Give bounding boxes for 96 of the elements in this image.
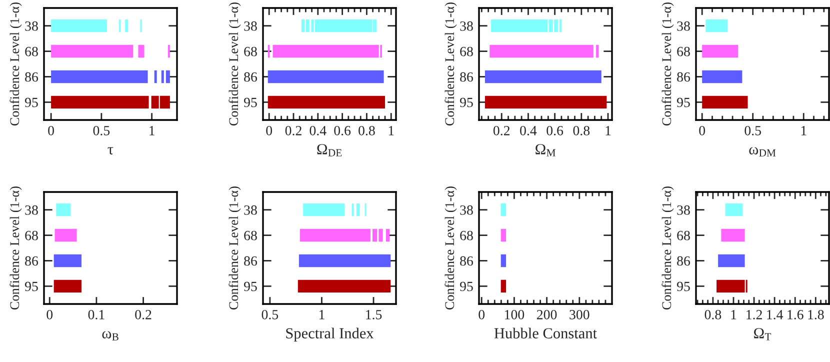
bar xyxy=(484,70,602,84)
bar xyxy=(56,203,71,216)
x-axis-title: Spectral Index xyxy=(286,328,374,342)
x-tick-label: 1 xyxy=(150,126,154,136)
x-tick-label: 0 xyxy=(48,126,54,136)
x-tick-label: 0 xyxy=(266,126,272,136)
bar xyxy=(484,96,607,109)
x-tick-label: 0.5 xyxy=(93,126,110,136)
y-tick-label: 38 xyxy=(677,205,690,215)
bar xyxy=(314,19,372,32)
y-tick-label: 95 xyxy=(677,98,690,108)
bar xyxy=(268,96,386,109)
x-axis-title: Ω$_{M}$ xyxy=(536,144,556,156)
bar xyxy=(702,44,738,58)
y-tick-label: 86 xyxy=(244,72,258,82)
x-tick-label: 1 xyxy=(319,310,324,320)
x-tick-label: 0.8 xyxy=(358,126,375,136)
y-axis-title: Confidence Level (1-α) xyxy=(444,186,457,310)
x-tick-label: 200 xyxy=(536,310,557,320)
x-axis-title: ω$_{DM}$ xyxy=(749,147,776,156)
y-tick-label: 38 xyxy=(677,21,690,31)
x-axis-title: τ xyxy=(108,147,114,154)
y-tick-label: 68 xyxy=(25,230,38,240)
x-axis-title: Hubble Constant xyxy=(494,328,597,338)
bar xyxy=(54,228,77,242)
y-tick-label: 38 xyxy=(25,21,38,31)
y-axis-title: Confidence Level (1-α) xyxy=(228,2,241,126)
bar xyxy=(298,280,391,293)
x-axis-title: Ω$_{DE}$ xyxy=(317,144,342,156)
y-tick-label: 95 xyxy=(25,98,38,108)
x-tick-label: 1.2 xyxy=(746,310,762,320)
x-tick-label: 0.6 xyxy=(334,126,351,136)
y-tick-label: 86 xyxy=(460,256,474,266)
x-tick-label: 1.4 xyxy=(767,310,784,320)
y-axis-title: Confidence Level (1-α) xyxy=(662,2,674,126)
x-tick-label: 0.4 xyxy=(520,126,537,136)
x-tick-label: 0.8 xyxy=(573,126,590,136)
y-tick-label: 95 xyxy=(25,282,38,292)
x-tick-label: 1.6 xyxy=(788,310,804,320)
y-tick-label: 86 xyxy=(677,256,690,266)
x-tick-label: 0 xyxy=(46,310,53,320)
x-tick-label: 1 xyxy=(801,126,806,136)
y-tick-label: 86 xyxy=(244,256,258,266)
y-tick-label: 68 xyxy=(677,46,690,56)
y-tick-label: 86 xyxy=(677,72,690,82)
x-tick-label: 300 xyxy=(570,310,590,320)
y-axis-title: Confidence Level (1-α) xyxy=(228,186,241,310)
y-tick-label: 68 xyxy=(244,46,257,56)
x-tick-label: 0.1 xyxy=(88,310,104,320)
bar xyxy=(706,19,728,32)
y-tick-label: 86 xyxy=(25,72,38,82)
x-tick-label: 0 xyxy=(478,310,485,320)
y-tick-label: 86 xyxy=(25,256,38,266)
bar xyxy=(268,70,384,84)
x-tick-label: 1.8 xyxy=(808,310,824,320)
y-tick-label: 95 xyxy=(460,282,473,292)
x-tick-label: 0.8 xyxy=(704,310,722,320)
y-tick-label: 38 xyxy=(460,205,473,215)
x-tick-label: 1 xyxy=(731,310,736,320)
x-tick-label: 100 xyxy=(505,310,524,320)
x-tick-label: 0.5 xyxy=(744,126,761,136)
x-tick-label: 0.2 xyxy=(493,126,510,136)
bar xyxy=(54,280,82,293)
y-axis-title: Confidence Level (1-α) xyxy=(10,186,22,310)
bar xyxy=(298,254,391,268)
y-tick-label: 68 xyxy=(25,46,38,56)
bar xyxy=(702,70,742,84)
bar xyxy=(702,96,748,109)
x-tick-label: 1.5 xyxy=(366,310,382,320)
y-tick-label: 95 xyxy=(244,98,257,108)
y-axis-title: Confidence Level (1-α) xyxy=(662,186,674,310)
y-tick-label: 68 xyxy=(677,230,690,240)
y-tick-label: 86 xyxy=(460,72,474,82)
y-tick-label: 38 xyxy=(244,21,257,31)
x-tick-label: 0 xyxy=(699,126,706,136)
x-tick-label: 0.6 xyxy=(546,126,564,136)
y-tick-label: 95 xyxy=(677,282,690,292)
x-tick-label: 0.5 xyxy=(262,310,278,320)
y-tick-label: 68 xyxy=(460,46,473,56)
y-axis-title: Confidence Level (1-α) xyxy=(444,2,457,126)
y-tick-label: 38 xyxy=(244,205,257,215)
x-tick-label: 1 xyxy=(606,126,611,136)
x-tick-label: 0.2 xyxy=(285,126,302,136)
x-tick-label: 0.2 xyxy=(135,310,152,320)
y-tick-label: 38 xyxy=(460,21,473,31)
x-axis-title: Ω$_{T}$ xyxy=(754,328,772,340)
y-axis-title: Confidence Level (1-α) xyxy=(10,2,22,126)
y-tick-label: 95 xyxy=(244,282,257,292)
y-tick-label: 95 xyxy=(460,98,473,108)
y-tick-label: 68 xyxy=(460,230,473,240)
x-tick-label: 0.4 xyxy=(310,126,326,136)
bar xyxy=(54,254,82,268)
y-tick-label: 38 xyxy=(25,205,38,215)
x-axis-title: ω$_{B}$ xyxy=(102,331,118,340)
y-tick-label: 68 xyxy=(244,230,257,240)
x-tick-label: 1 xyxy=(388,126,394,136)
